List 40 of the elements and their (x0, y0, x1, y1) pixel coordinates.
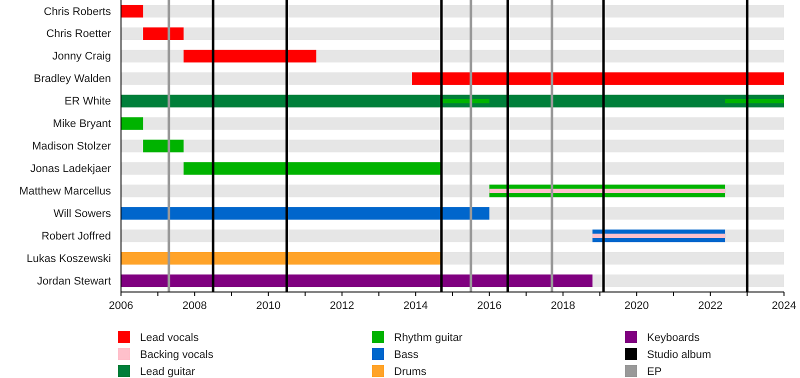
y-tick-label: Mike Bryant (52, 118, 111, 130)
x-tick-label: 2008 (182, 300, 207, 312)
x-tick-label: 2020 (624, 300, 649, 312)
y-tick-label: Jonas Ladekjaer (30, 162, 112, 175)
legend-label: EP (647, 366, 662, 378)
legend-label: Drums (394, 366, 427, 378)
bar (592, 234, 726, 238)
y-tick-label: Madison Stolzer (32, 140, 112, 153)
y-tick-label: Chris Roetter (46, 28, 112, 40)
bar (489, 188, 726, 194)
bar (184, 50, 316, 62)
x-tick-label: 2024 (772, 300, 796, 312)
y-tick-label: Bradley Walden (34, 73, 111, 86)
y-tick-label: Jonny Craig (52, 50, 111, 63)
y-tick-label: ER White (64, 96, 111, 108)
legend-label: Rhythm guitar (394, 332, 463, 344)
y-tick-label: Chris Roberts (44, 6, 112, 18)
bar (121, 4, 144, 18)
y-tick-label: Robert Joffred (41, 230, 111, 242)
x-tick-label: 2016 (477, 300, 502, 312)
legend-label: Lead vocals (140, 332, 200, 344)
y-tick-label: Lukas Koszewski (26, 252, 111, 265)
x-tick-label: 2018 (550, 300, 576, 312)
bar (143, 27, 184, 40)
bar (143, 140, 184, 152)
bar (725, 98, 784, 104)
y-tick-label: Will Sowers (54, 208, 112, 220)
y-tick-label: Matthew Marcellus (19, 185, 112, 198)
x-tick-label: 2012 (330, 300, 354, 312)
x-tick-label: 2006 (108, 300, 134, 312)
legend-label: Keyboards (647, 332, 700, 344)
x-tick-label: 2010 (256, 300, 281, 312)
legend-label: Bass (394, 349, 419, 361)
legend-label: Backing vocals (140, 349, 214, 361)
legend-label: Lead guitar (140, 366, 196, 378)
x-tick-label: 2022 (698, 300, 723, 312)
legend-label: Studio album (647, 349, 712, 361)
x-tick-label: 2014 (403, 300, 428, 312)
bar (121, 117, 144, 130)
y-tick-label: Jordan Stewart (37, 275, 111, 288)
